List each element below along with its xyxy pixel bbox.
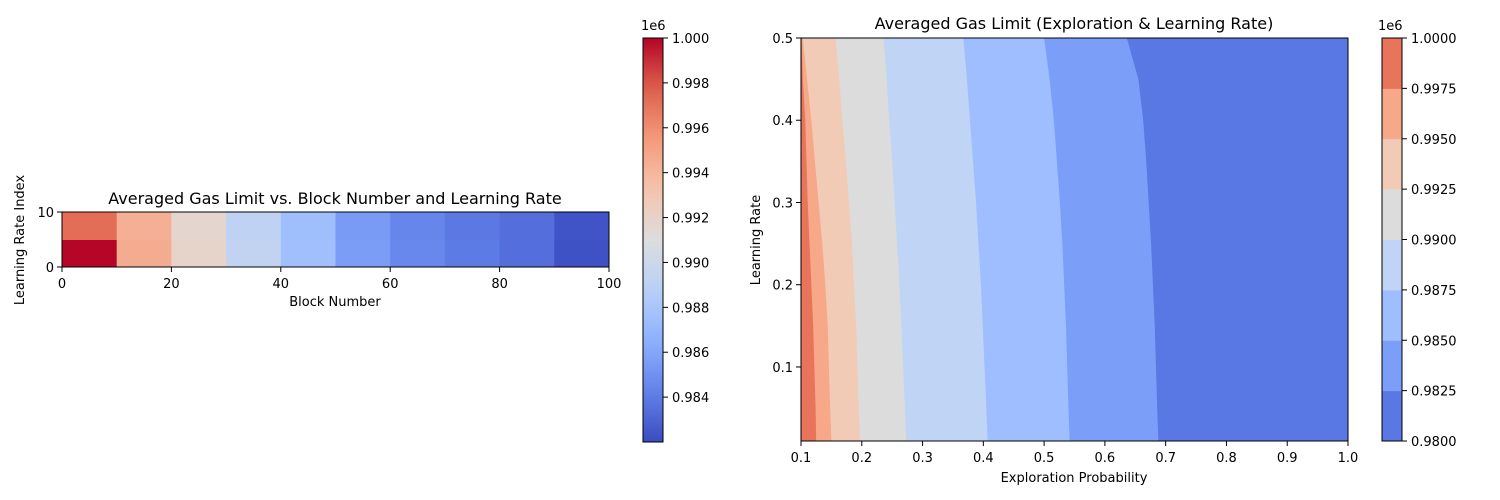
heatmap-x-tick-label: 60: [382, 277, 399, 292]
heatmap-colorbar-gradient: [643, 38, 663, 442]
heatmap-cell: [226, 239, 282, 268]
heatmap-cell: [554, 239, 610, 268]
contour-x-tick-label: 0.5: [1034, 451, 1055, 466]
heatmap-cell: [62, 212, 118, 240]
contour-colorbar-tick-label: 0.9925: [1411, 183, 1457, 198]
heatmap-colorbar-frame: [642, 37, 664, 443]
heatmap-colorbar-tick-label: 0.988: [672, 301, 709, 316]
heatmap-frame: [61, 211, 610, 268]
contour-colorbar-block: [1382, 138, 1402, 190]
heatmap-cell: [171, 239, 227, 268]
heatmap-colorbar-tick-label: 0.984: [672, 391, 709, 406]
contour-x-ticks: 0.1 0.2 0.3 0.4 0.5 0.6 0.7 0.8 0.9 1.0: [791, 441, 1359, 466]
heatmap-colorbar-tick-label: 0.994: [672, 167, 709, 182]
contour-colorbar-tick-label: 0.9950: [1411, 133, 1457, 148]
heatmap-cell: [390, 212, 446, 240]
contour-colorbar-ticks: 0.9800 0.9825 0.9850 0.9875 0.9900 0.9925 0.99…: [1402, 32, 1457, 450]
contour-x-tick-label: 0.1: [791, 451, 812, 466]
contour-x-axis-label: Exploration Probability: [1001, 471, 1148, 486]
contour-colorbar-block: [1382, 239, 1402, 291]
heatmap-cell: [499, 212, 555, 240]
contour-y-axis-label: Learning Rate: [749, 195, 764, 285]
heatmap-cell: [335, 239, 391, 268]
heatmap-cell: [444, 212, 501, 240]
heatmap-cells: [62, 212, 610, 268]
heatmap-y-tick-label: 0: [46, 261, 54, 276]
contour-x-tick-label: 0.3: [912, 451, 933, 466]
heatmap-colorbar-tick-label: 0.990: [672, 256, 709, 271]
contour-colorbar-block: [1382, 38, 1402, 89]
heatmap-colorbar-tick-label: 0.992: [672, 212, 709, 227]
contour-colorbar-tick-label: 1.0000: [1411, 32, 1457, 47]
heatmap-x-tick-label: 80: [491, 277, 508, 292]
contour-x-tick-label: 0.9: [1277, 451, 1298, 466]
contour-colorbar-blocks: [1382, 38, 1402, 442]
contour-x-tick-label: 1.0: [1338, 451, 1359, 466]
contour-y-tick-label: 0.5: [772, 32, 793, 47]
contour-colorbar: 1e6 0.9800 0.9825 0.9850 0.9875 0.9900 0.9925…: [1378, 19, 1457, 450]
heatmap-cell: [116, 239, 172, 268]
heatmap-cell: [444, 239, 501, 268]
heatmap-colorbar-tick-label: 0.996: [672, 122, 709, 137]
heatmap-x-tick-label: 20: [163, 277, 180, 292]
contour-x-tick-label: 0.2: [851, 451, 872, 466]
heatmap-x-tick-label: 0: [58, 277, 66, 292]
heatmap-cell: [116, 212, 172, 240]
heatmap-colorbar-ticks: 0.984 0.986 0.988 0.990 0.992 0.994 0.996 0.998…: [663, 32, 709, 406]
contour-title: Averaged Gas Limit (Exploration & Learni…: [875, 14, 1274, 33]
heatmap-cell: [226, 212, 282, 240]
heatmap-x-tick-label: 100: [597, 277, 622, 292]
contour-colorbar-tick-label: 0.9875: [1411, 284, 1457, 299]
contour-colorbar-tick-label: 0.9900: [1411, 234, 1457, 249]
heatmap-colorbar-offset: 1e6: [641, 19, 666, 34]
contour-colorbar-tick-label: 0.9850: [1411, 334, 1457, 349]
contour-bands: [801, 38, 1348, 441]
contour-colorbar-block: [1382, 289, 1402, 341]
contour-y-tick-label: 0.4: [772, 114, 793, 129]
contour-x-tick-label: 0.8: [1216, 451, 1237, 466]
heatmap-x-tick-label: 40: [273, 277, 290, 292]
heatmap-colorbar-tick-label: 1.000: [672, 32, 709, 47]
heatmap-cell: [171, 212, 227, 240]
contour-colorbar-tick-label: 0.9825: [1411, 385, 1457, 400]
contour-colorbar-block: [1382, 340, 1402, 392]
contour-band: [1335, 38, 1348, 121]
heatmap-cell: [335, 212, 391, 240]
heatmap-cell: [390, 239, 446, 268]
heatmap-y-axis-label: Learning Rate Index: [13, 175, 28, 306]
contour-colorbar-offset: 1e6: [1378, 19, 1403, 34]
heatmap-cell: [499, 239, 555, 268]
heatmap-cell: [554, 212, 610, 240]
contour-y-tick-label: 0.1: [772, 361, 793, 376]
heatmap-colorbar-tick-label: 0.998: [672, 77, 709, 92]
heatmap-colorbar: 1e6 0.9840.9860.9880.9900.9920.9940.9960…: [641, 19, 709, 443]
heatmap-y-ticks: 0 10: [37, 206, 62, 276]
contour-colorbar-block: [1382, 390, 1402, 442]
contour-x-tick-label: 0.7: [1155, 451, 1176, 466]
contour-panel: Averaged Gas Limit (Exploration & Learni…: [749, 14, 1358, 486]
heatmap-panel: Averaged Gas Limit vs. Block Number and …: [13, 175, 621, 310]
heatmap-cell: [62, 239, 118, 268]
contour-x-tick-label: 0.6: [1095, 451, 1116, 466]
contour-colorbar-block: [1382, 189, 1402, 240]
heatmap-title: Averaged Gas Limit vs. Block Number and …: [108, 189, 561, 208]
contour-frame: [800, 37, 1349, 442]
contour-colorbar-tick-label: 0.9975: [1411, 82, 1457, 97]
contour-colorbar-block: [1382, 88, 1402, 140]
heatmap-cell: [280, 239, 336, 268]
contour-y-ticks: 0.1 0.2 0.3 0.4 0.5: [772, 32, 801, 376]
heatmap-colorbar-tick-label: 0.986: [672, 346, 709, 361]
contour-band: [801, 38, 817, 441]
contour-y-tick-label: 0.3: [772, 196, 793, 211]
heatmap-x-ticks: 0 20 40 60 80 100: [58, 267, 622, 292]
contour-x-tick-label: 0.4: [973, 451, 994, 466]
heatmap-y-tick-label: 10: [37, 206, 54, 221]
heatmap-cell: [280, 212, 336, 240]
heatmap-x-axis-label: Block Number: [289, 295, 381, 310]
contour-y-tick-label: 0.2: [772, 279, 793, 294]
contour-colorbar-tick-label: 0.9800: [1411, 435, 1457, 450]
